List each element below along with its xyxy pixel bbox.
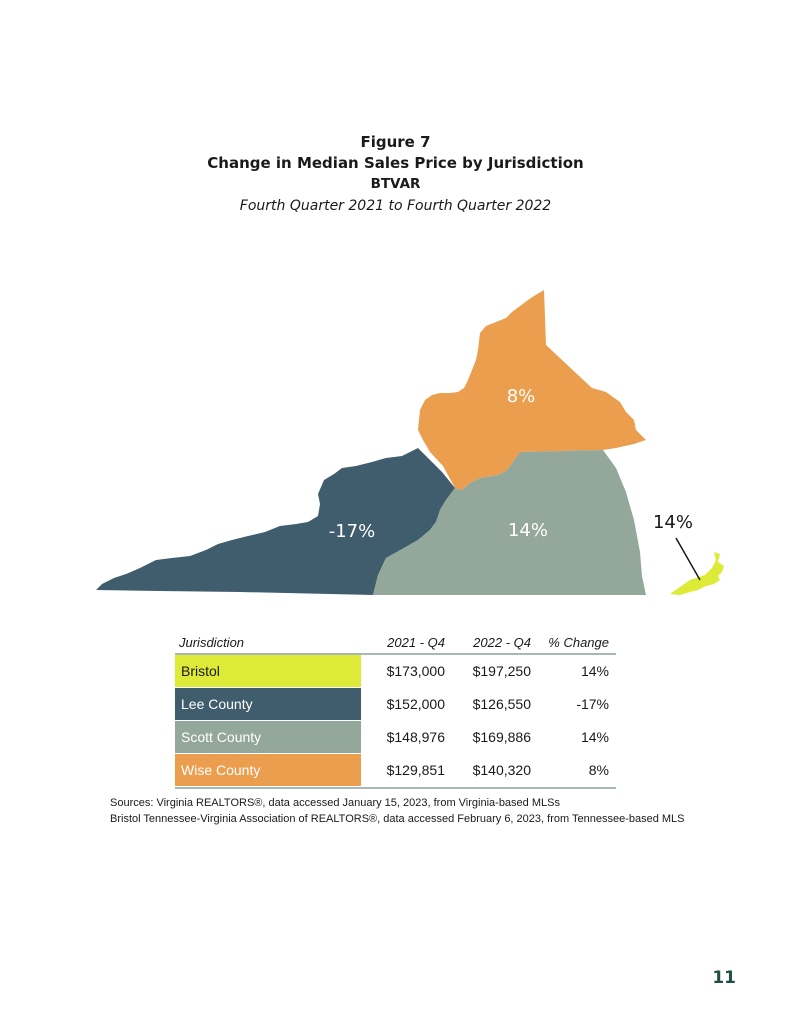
label-bristol: 14%: [653, 512, 693, 533]
label-wise-county: 8%: [507, 386, 536, 407]
header-change: % Change: [548, 635, 609, 650]
table-row: Bristol $173,000 $197,250 14%: [175, 655, 616, 688]
cell-jurisdiction: Lee County: [175, 688, 361, 720]
cell-q4-2021: $152,000: [386, 696, 445, 712]
region-lee-county: [96, 448, 455, 595]
table-row: Lee County $152,000 $126,550 -17%: [175, 688, 616, 721]
bristol-callout-line: [675, 537, 701, 581]
sources-note: Sources: Virginia REALTORS®, data access…: [110, 795, 685, 827]
table-body: Bristol $173,000 $197,250 14% Lee County $152…: [175, 655, 616, 787]
cell-change: 14%: [580, 663, 609, 679]
source-line: Sources: Virginia REALTORS®, data access…: [110, 797, 560, 809]
cell-q4-2021: $148,976: [386, 729, 445, 745]
header-jurisdiction: Jurisdiction: [179, 635, 245, 650]
cell-change: 14%: [580, 729, 609, 745]
cell-q4-2022: $169,886: [472, 729, 531, 745]
region-scott-county: [373, 450, 646, 595]
cell-q4-2022: $126,550: [472, 696, 531, 712]
cell-change: 8%: [588, 762, 609, 778]
jurisdiction-map: 8% -17% 14% 14%: [96, 290, 724, 595]
label-scott-county: 14%: [508, 520, 548, 541]
cell-change: -17%: [576, 696, 609, 712]
label-lee-county: -17%: [329, 521, 376, 542]
table-row: Wise County $129,851 $140,320 8%: [175, 754, 616, 787]
figure-title: Change in Median Sales Price by Jurisdic…: [207, 154, 584, 172]
cell-jurisdiction: Wise County: [175, 754, 361, 786]
cell-q4-2021: $129,851: [386, 762, 445, 778]
data-table: Jurisdiction 2021 - Q4 2022 - Q4 % Chang…: [175, 633, 616, 789]
header-q4-2021: 2021 - Q4: [387, 635, 445, 650]
header-q4-2022: 2022 - Q4: [473, 635, 531, 650]
cell-q4-2022: $140,320: [472, 762, 531, 778]
figure-number: Figure 7: [360, 133, 431, 151]
region-wise-county: [418, 290, 646, 490]
cell-q4-2022: $197,250: [472, 663, 531, 679]
region-bristol: [670, 552, 724, 595]
table-row: Scott County $148,976 $169,886 14%: [175, 721, 616, 754]
figure-period: Fourth Quarter 2021 to Fourth Quarter 20…: [239, 198, 552, 214]
cell-q4-2021: $173,000: [386, 663, 445, 679]
source-line: Bristol Tennessee-Virginia Association o…: [110, 813, 685, 825]
cell-jurisdiction: Scott County: [175, 721, 361, 753]
cell-jurisdiction: Bristol: [175, 655, 361, 687]
table-bottom-rule: [175, 787, 616, 789]
table-header: Jurisdiction 2021 - Q4 2022 - Q4 % Chang…: [175, 633, 616, 655]
page-number: 11: [712, 968, 736, 988]
figure-organization: BTVAR: [370, 176, 421, 192]
